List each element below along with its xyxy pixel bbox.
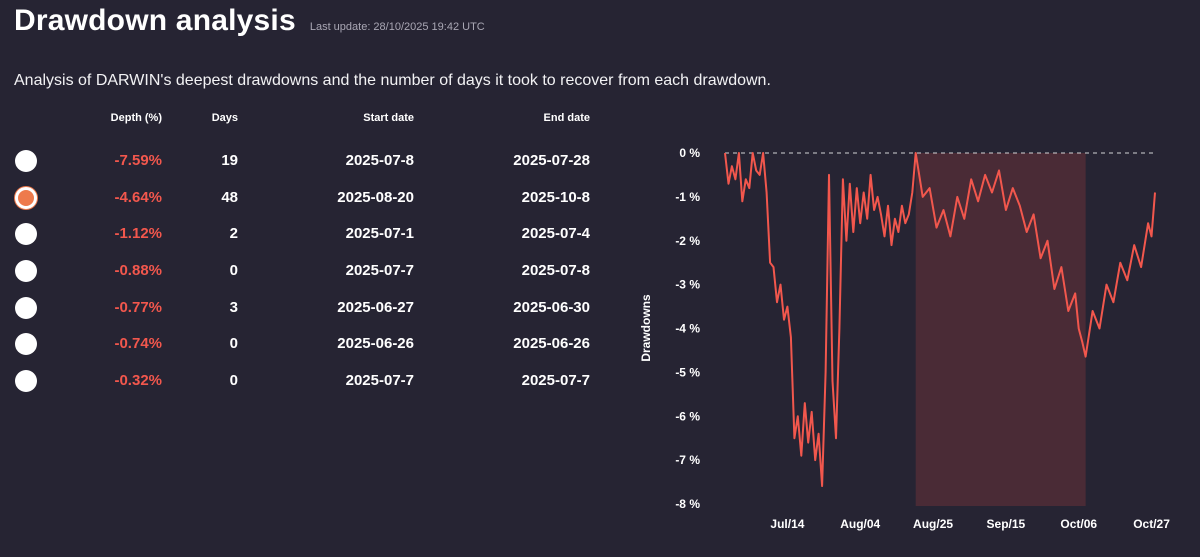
x-tick-label: Oct/27 — [1133, 517, 1170, 531]
depth-value: -0.88% — [114, 262, 162, 280]
page-subtitle: Analysis of DARWIN's deepest drawdowns a… — [14, 72, 771, 89]
x-tick-label: Aug/04 — [840, 517, 880, 531]
drawdown-chart: 0 % -1 % -2 % -3 % -4 % -5 % -6 % -7 % -8 % Jul/1… — [639, 146, 1170, 531]
drawdown-table: Depth (%) Days Start date End date -7.59… — [0, 112, 610, 399]
y-tick-label: -8 % — [675, 497, 700, 511]
last-update-timestamp: Last update: 28/10/2025 19:42 UTC — [309, 21, 485, 33]
days-value: 0 — [229, 335, 238, 353]
end-date-value: 2025-07-7 — [521, 372, 590, 390]
days-value: 2 — [229, 225, 238, 243]
row-select-radio[interactable] — [15, 370, 37, 393]
y-tick-label: -3 % — [675, 278, 700, 292]
table-row[interactable]: -0.32% 0 2025-07-7 2025-07-7 — [0, 362, 610, 399]
table-row[interactable]: -0.74% 0 2025-06-26 2025-06-26 — [0, 325, 610, 362]
depth-value: -1.12% — [114, 225, 162, 243]
x-tick-label: Sep/15 — [987, 517, 1026, 531]
row-select-radio[interactable] — [15, 150, 37, 172]
depth-value: -7.59% — [114, 152, 162, 169]
y-tick-label: -5 % — [675, 365, 700, 379]
start-date-value: 2025-07-1 — [345, 225, 414, 243]
end-date-value: 2025-06-26 — [513, 335, 590, 353]
depth-value: -0.74% — [114, 335, 162, 353]
days-value: 0 — [229, 262, 238, 280]
row-select-radio[interactable] — [15, 296, 37, 319]
y-axis-label: Drawdowns — [639, 294, 653, 362]
y-tick-label: -7 % — [675, 453, 700, 467]
row-select-radio[interactable] — [15, 260, 37, 283]
start-date-value: 2025-08-20 — [337, 188, 414, 206]
start-date-value: 2025-06-27 — [337, 298, 414, 316]
drawdown-series-line — [724, 152, 1156, 487]
y-tick-label: -1 % — [675, 190, 700, 204]
days-value: 0 — [229, 372, 238, 390]
column-header-start-date: Start date — [363, 112, 414, 124]
table-row[interactable]: -1.12% 2 2025-07-1 2025-07-4 — [0, 215, 610, 252]
column-header-depth: Depth (%) — [110, 112, 162, 124]
row-select-radio[interactable] — [15, 333, 37, 356]
y-tick-label: -4 % — [675, 322, 700, 336]
x-tick-label: Aug/25 — [913, 517, 953, 531]
x-tick-label: Jul/14 — [770, 517, 804, 531]
table-header: Depth (%) Days Start date End date — [0, 112, 610, 142]
table-row[interactable]: -4.64% 48 2025-08-20 2025-10-8 — [0, 179, 610, 216]
selected-drawdown-band — [915, 153, 1086, 506]
row-select-radio[interactable] — [15, 186, 37, 209]
depth-value: -0.32% — [114, 372, 162, 390]
header: Drawdown analysis Last update: 28/10/202… — [14, 4, 485, 38]
x-tick-label: Oct/06 — [1060, 517, 1097, 531]
column-header-end-date: End date — [543, 112, 590, 124]
row-select-radio[interactable] — [15, 223, 37, 246]
y-tick-label: 0 % — [679, 146, 700, 160]
end-date-value: 2025-10-8 — [521, 188, 590, 206]
table-row[interactable]: -0.77% 3 2025-06-27 2025-06-30 — [0, 289, 610, 326]
y-tick-label: -2 % — [675, 234, 700, 248]
table-row[interactable]: -0.88% 0 2025-07-7 2025-07-8 — [0, 252, 610, 289]
start-date-value: 2025-07-8 — [345, 152, 414, 169]
table-row[interactable]: -7.59% 19 2025-07-8 2025-07-28 — [0, 142, 610, 179]
depth-value: -0.77% — [114, 298, 162, 316]
days-value: 3 — [229, 298, 238, 316]
end-date-value: 2025-07-8 — [521, 262, 590, 280]
y-tick-label: -6 % — [675, 409, 700, 423]
column-header-days: Days — [211, 112, 238, 124]
end-date-value: 2025-06-30 — [513, 298, 590, 316]
page-title: Drawdown analysis — [14, 4, 296, 37]
days-value: 19 — [221, 152, 238, 169]
start-date-value: 2025-07-7 — [345, 262, 414, 280]
table-body: -7.59% 19 2025-07-8 2025-07-28 -4.64% 48 2025-… — [0, 142, 610, 399]
end-date-value: 2025-07-28 — [513, 152, 590, 169]
start-date-value: 2025-07-7 — [345, 372, 414, 390]
depth-value: -4.64% — [114, 188, 162, 206]
start-date-value: 2025-06-26 — [337, 335, 414, 353]
days-value: 48 — [221, 188, 238, 206]
end-date-value: 2025-07-4 — [521, 225, 590, 243]
